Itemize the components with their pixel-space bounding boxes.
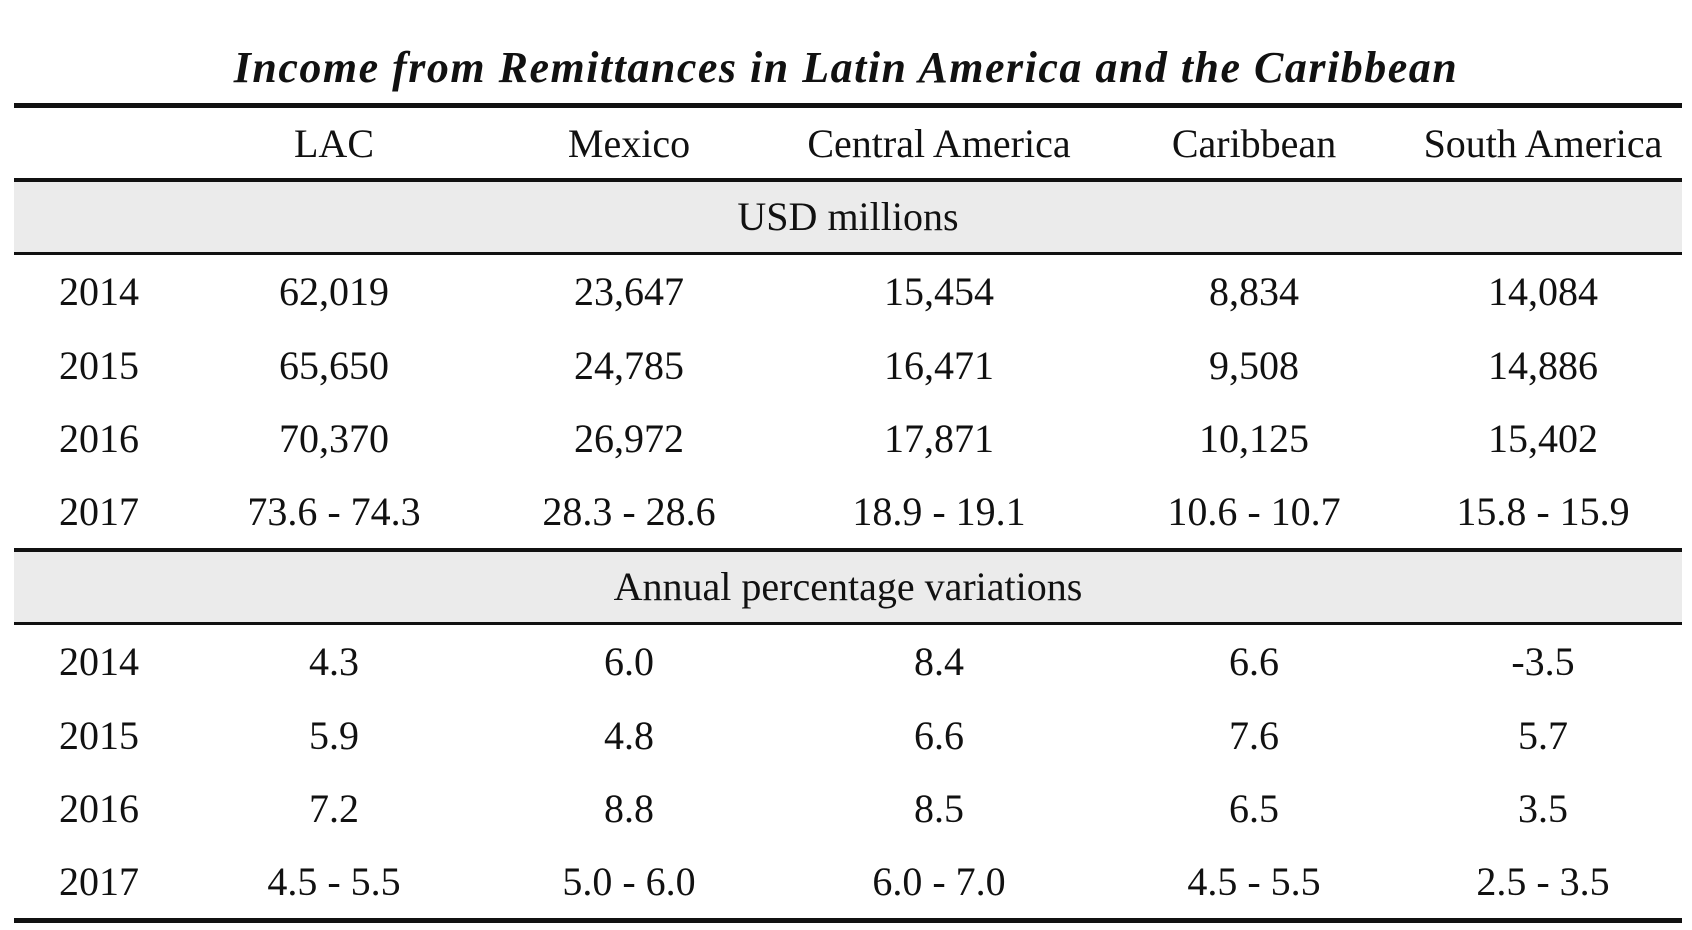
year-cell: 2016 [59, 416, 139, 461]
table-row: 2014 4.3 6.0 8.4 6.6 -3.5 [14, 626, 1682, 698]
table-row: 2015 65,650 24,785 16,471 9,508 14,886 [14, 330, 1682, 402]
value-cell: 6.6 [1229, 639, 1279, 684]
value-cell: 5.9 [309, 713, 359, 758]
header-cell-mexico: Mexico [567, 121, 691, 166]
section-band-pct [14, 552, 1682, 622]
header-cell-central-america: Central America [807, 121, 1071, 166]
table-row: 2016 7.2 8.8 8.5 6.5 3.5 [14, 773, 1682, 845]
value-cell: 7.6 [1229, 713, 1279, 758]
value-cell: 16,471 [884, 343, 994, 388]
value-cell: 18.9 - 19.1 [852, 489, 1026, 534]
year-cell: 2015 [59, 713, 139, 758]
section-top-rule-pct [14, 548, 1682, 552]
header-row: LAC Mexico Central America Caribbean Sou… [14, 108, 1682, 180]
table-row: 2017 4.5 - 5.5 5.0 - 6.0 6.0 - 7.0 4.5 -… [14, 846, 1682, 918]
value-cell: 5.7 [1518, 713, 1568, 758]
header-cell-south-america: South America [1423, 121, 1663, 166]
value-cell: 9,508 [1209, 343, 1299, 388]
header-cell-lac: LAC [294, 121, 374, 166]
top-rule [14, 103, 1682, 108]
section-rule-usd [14, 252, 1682, 255]
value-cell: 70,370 [279, 416, 389, 461]
value-cell: 6.0 [604, 639, 654, 684]
value-cell: 8.4 [914, 639, 964, 684]
section-label-pct: Annual percentage variations [613, 564, 1083, 609]
header-cell-year [14, 108, 184, 180]
value-cell: -3.5 [1511, 639, 1575, 684]
year-cell: 2015 [59, 343, 139, 388]
header-cell-caribbean: Caribbean [1171, 121, 1337, 166]
value-cell: 8.8 [604, 786, 654, 831]
table-row: 2017 73.6 - 74.3 28.3 - 28.6 18.9 - 19.1… [14, 476, 1682, 548]
value-cell: 15,402 [1488, 416, 1598, 461]
value-cell: 7.2 [309, 786, 359, 831]
value-cell: 24,785 [574, 343, 684, 388]
value-cell: 65,650 [279, 343, 389, 388]
value-cell: 62,019 [279, 269, 389, 314]
header-rule [14, 178, 1682, 182]
value-cell: 17,871 [884, 416, 994, 461]
table-title: Income from Remittances in Latin America… [233, 43, 1459, 92]
value-cell: 4.5 - 5.5 [1187, 859, 1321, 904]
year-cell: 2017 [59, 859, 139, 904]
value-cell: 4.8 [604, 713, 654, 758]
table-row: 2014 62,019 23,647 15,454 8,834 14,084 [14, 256, 1682, 328]
year-cell: 2014 [59, 269, 139, 314]
value-cell: 6.0 - 7.0 [872, 859, 1006, 904]
bottom-rule [14, 918, 1682, 923]
table-row: 2016 70,370 26,972 17,871 10,125 15,402 [14, 403, 1682, 475]
section-label-usd: USD millions [737, 194, 959, 239]
value-cell: 3.5 [1518, 786, 1568, 831]
value-cell: 5.0 - 6.0 [562, 859, 696, 904]
value-cell: 15,454 [884, 269, 994, 314]
value-cell: 6.5 [1229, 786, 1279, 831]
year-cell: 2016 [59, 786, 139, 831]
section-band-usd [14, 182, 1682, 252]
value-cell: 14,886 [1488, 343, 1598, 388]
year-cell: 2014 [59, 639, 139, 684]
year-cell: 2017 [59, 489, 139, 534]
value-cell: 10.6 - 10.7 [1167, 489, 1341, 534]
table-row: 2015 5.9 4.8 6.6 7.6 5.7 [14, 700, 1682, 772]
value-cell: 73.6 - 74.3 [247, 489, 421, 534]
value-cell: 28.3 - 28.6 [542, 489, 716, 534]
value-cell: 2.5 - 3.5 [1476, 859, 1610, 904]
value-cell: 15.8 - 15.9 [1456, 489, 1630, 534]
value-cell: 8.5 [914, 786, 964, 831]
value-cell: 6.6 [914, 713, 964, 758]
value-cell: 4.3 [309, 639, 359, 684]
value-cell: 10,125 [1199, 416, 1309, 461]
value-cell: 23,647 [574, 269, 684, 314]
section-rule-pct [14, 622, 1682, 625]
value-cell: 26,972 [574, 416, 684, 461]
value-cell: 8,834 [1209, 269, 1299, 314]
value-cell: 4.5 - 5.5 [267, 859, 401, 904]
value-cell: 14,084 [1488, 269, 1598, 314]
